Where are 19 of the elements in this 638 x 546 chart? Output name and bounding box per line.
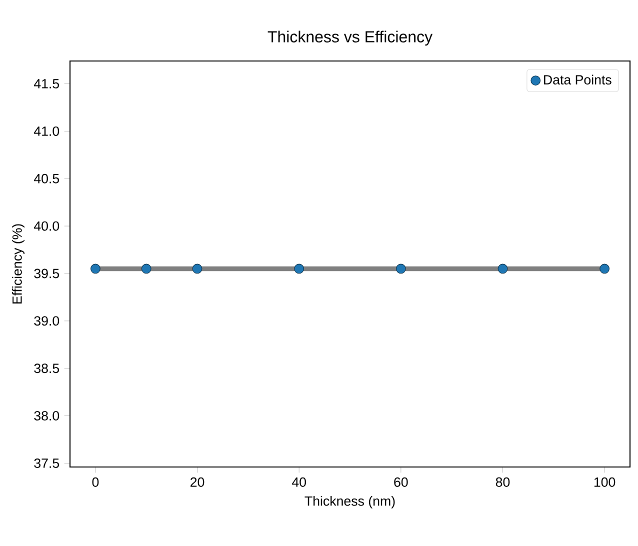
y-tick-label: 41.5 [34,79,60,88]
x-tick-label: 40 [292,477,306,487]
y-tick-label: 39.0 [34,316,60,326]
y-tick-label: 40.0 [34,221,60,231]
y-axis-title: Efficiency (%) [12,224,24,304]
y-tick-label: 37.5 [34,458,60,468]
x-tick-label: 100 [594,477,616,487]
x-tick-label: 20 [190,477,204,487]
y-tick-label: 40.5 [34,174,60,184]
chart-title: Thickness vs Efficiency [268,30,433,46]
x-tick-label: 80 [496,477,510,487]
x-tick-label: 0 [92,477,99,487]
legend-label: Data Points [544,74,612,85]
y-tick-label: 38.0 [34,411,60,420]
x-tick-label: 60 [394,477,408,487]
y-tick-label: 38.5 [34,364,60,374]
y-tick-label: 41.0 [34,126,60,136]
y-tick-label: 39.5 [34,268,60,278]
x-axis-title: Thickness (nm) [304,496,395,508]
